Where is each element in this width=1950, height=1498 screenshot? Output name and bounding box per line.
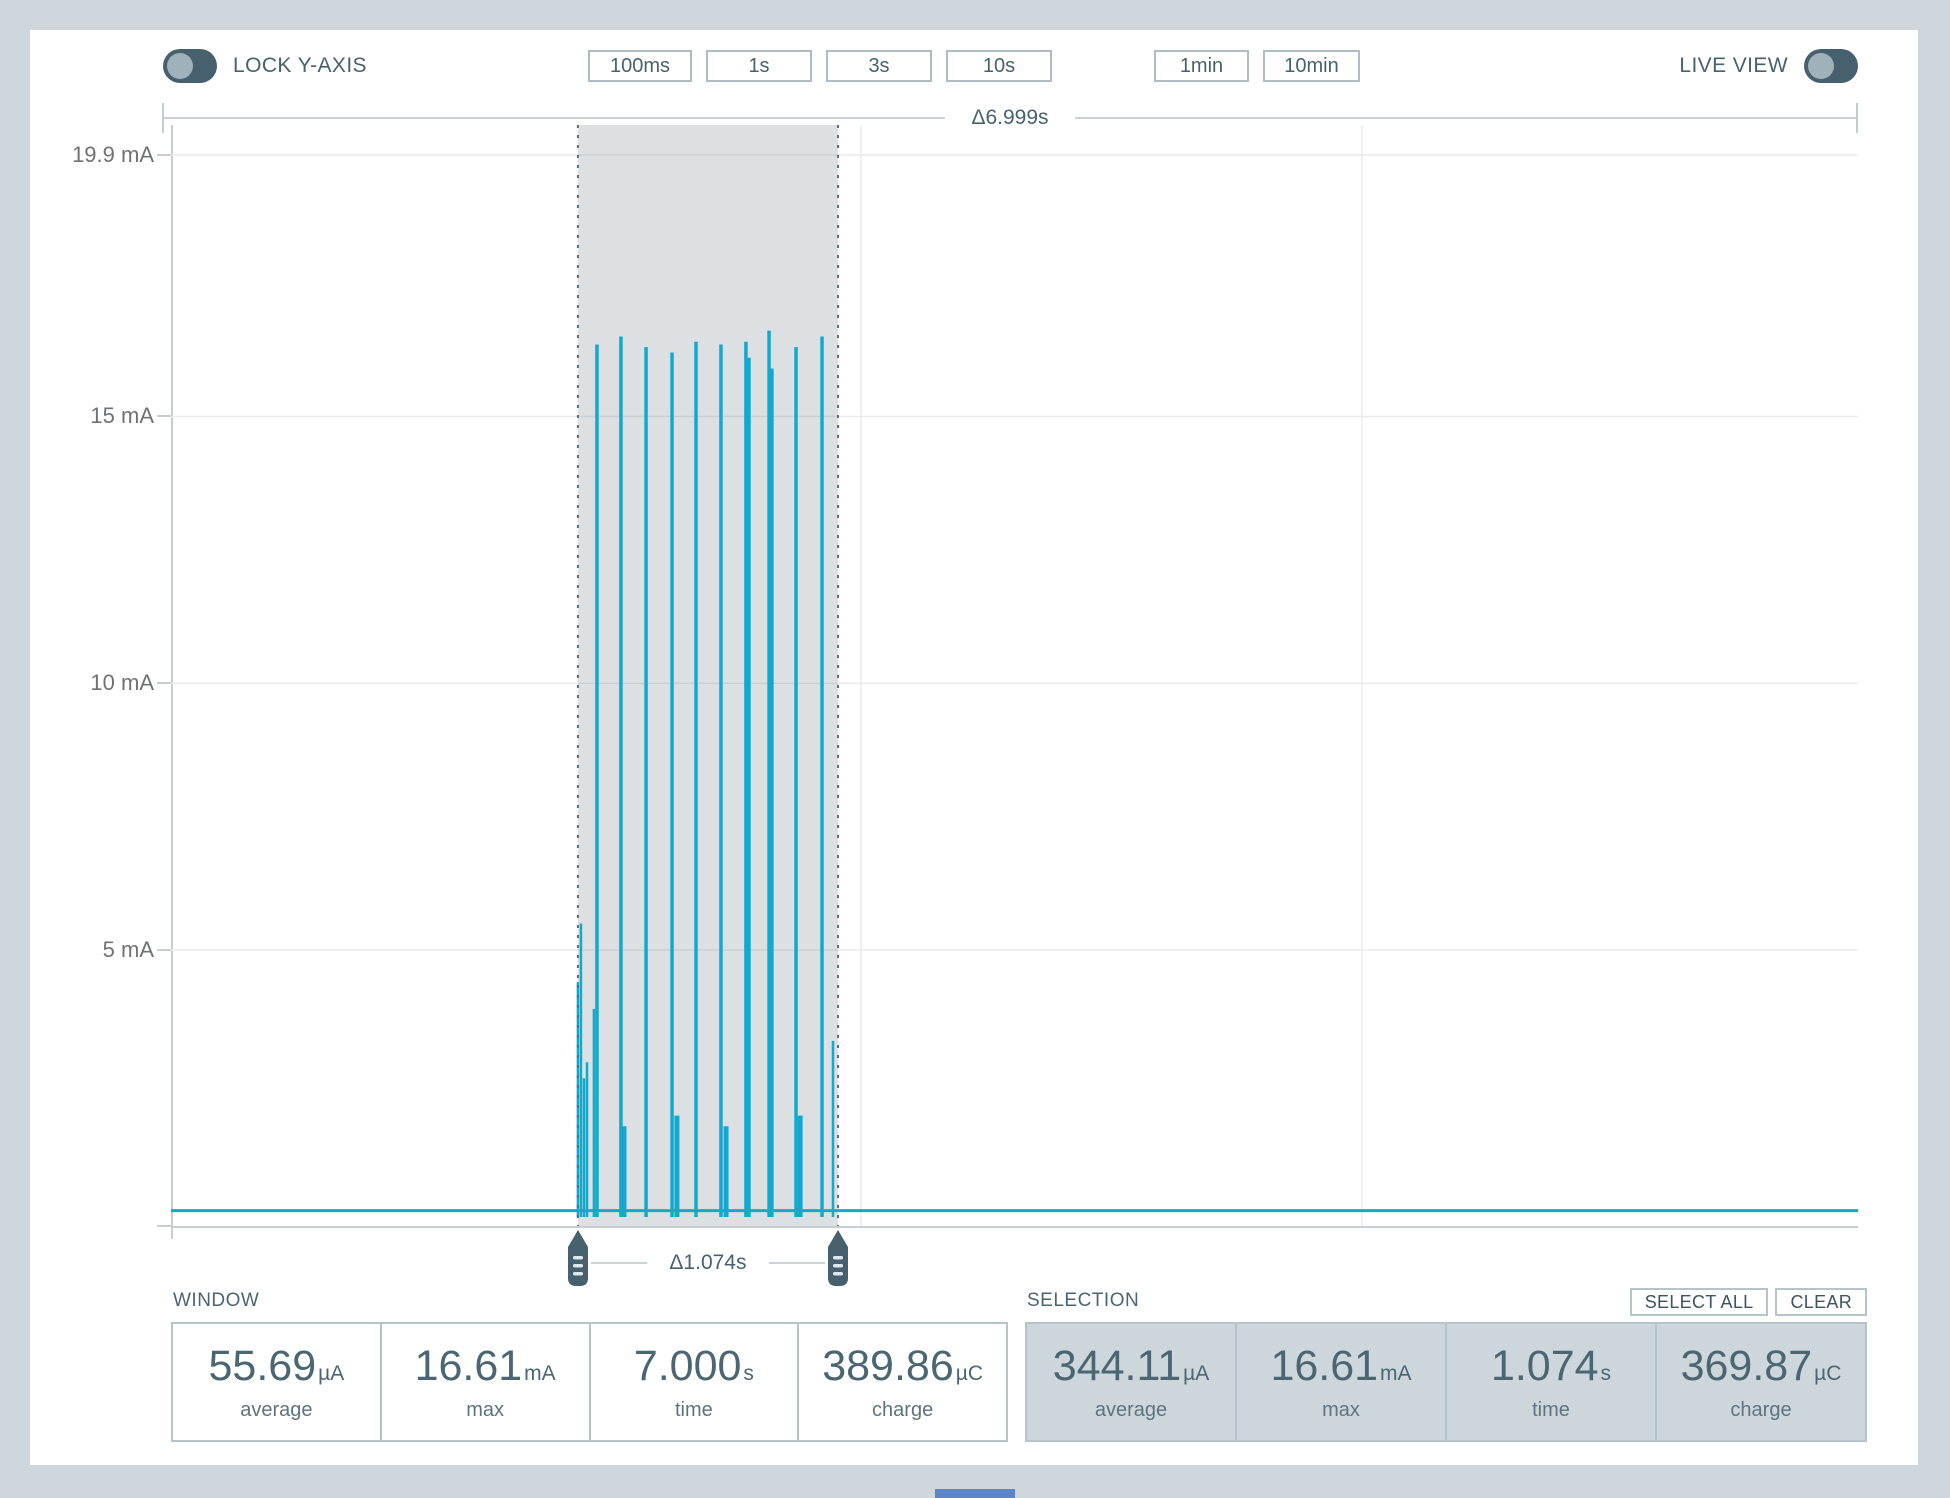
y-axis-tick-label: 15 mA: [90, 403, 154, 429]
stat-cell-max: 16.61 mA max: [1235, 1324, 1445, 1440]
stat-value: 55.69: [208, 1342, 317, 1390]
stat-value: 16.61: [414, 1342, 523, 1390]
y-axis-tick: [157, 949, 171, 952]
stat-value-row: 1.074 s: [1491, 1342, 1611, 1391]
bracket-right-tick: [1856, 103, 1858, 133]
window-delta-bracket: Δ6.999s: [162, 103, 1858, 133]
preset-button-1s[interactable]: 1s: [706, 50, 812, 82]
bracket-line: [768, 1262, 826, 1264]
stat-cell-charge: 389.86 µC charge: [797, 1324, 1006, 1440]
clear-button[interactable]: CLEAR: [1775, 1288, 1867, 1316]
bracket-line: [164, 117, 946, 119]
toggle-knob-icon: [1808, 53, 1834, 79]
stat-label: time: [674, 1399, 713, 1421]
lock-y-axis-label: LOCK Y-AXIS: [233, 54, 367, 77]
selection-delta-bracket: Δ1.074s: [590, 1248, 826, 1278]
stat-unit: µA: [318, 1362, 345, 1385]
selection-actions: SELECT ALL CLEAR: [1629, 1288, 1867, 1316]
y-axis-tick-label: 10 mA: [90, 670, 154, 696]
selection-handle-left[interactable]: [565, 1227, 591, 1289]
stat-cell-max: 16.61 mA max: [379, 1324, 589, 1440]
stat-unit: s: [743, 1362, 754, 1385]
selection-band[interactable]: [577, 125, 839, 1226]
preset-button-10min[interactable]: 10min: [1263, 50, 1360, 82]
stat-value: 7.000: [633, 1342, 742, 1390]
stat-cell-time: 1.074 s time: [1445, 1324, 1655, 1440]
stat-value: 16.61: [1270, 1342, 1379, 1390]
selection-handle-right[interactable]: [825, 1227, 851, 1289]
stat-unit: µC: [1814, 1362, 1842, 1385]
stat-value: 369.87: [1680, 1342, 1813, 1390]
stat-unit: mA: [524, 1362, 556, 1385]
stat-value-row: 7.000 s: [634, 1342, 754, 1391]
y-axis-tick: [157, 415, 171, 418]
time-window-presets: 100ms 1s 3s 10s 1min 10min: [588, 50, 1374, 82]
stat-value-row: 369.87 µC: [1681, 1342, 1842, 1391]
x-axis-line: [171, 1226, 1858, 1228]
stat-value: 389.86: [822, 1342, 954, 1390]
lock-y-axis-toggle[interactable]: [163, 49, 217, 83]
stat-cell-average: 344.11 µA average: [1027, 1324, 1235, 1440]
lock-y-axis-control: LOCK Y-AXIS: [163, 48, 367, 84]
window-stats-box: 55.69 µA average 16.61 mA max 7.000 s time 389.86…: [171, 1322, 1008, 1442]
stat-value: 344.11: [1052, 1342, 1182, 1390]
stat-label: max: [1322, 1399, 1360, 1421]
stat-label: average: [240, 1399, 313, 1421]
stat-unit: µC: [955, 1362, 984, 1385]
selection-delta-label: Δ1.074s: [669, 1251, 747, 1274]
main-panel: LOCK Y-AXIS 100ms 1s 3s 10s 1min 10min LIVE V…: [30, 30, 1918, 1465]
stat-value: 1.074: [1490, 1342, 1599, 1390]
y-axis-line: [171, 125, 173, 1239]
live-view-toggle[interactable]: [1804, 49, 1858, 83]
preset-button-1min[interactable]: 1min: [1154, 50, 1249, 82]
stat-unit: mA: [1380, 1362, 1412, 1385]
window-delta-label: Δ6.999s: [971, 106, 1049, 129]
stat-label: charge: [1730, 1399, 1792, 1421]
bracket-line: [590, 1262, 648, 1264]
stat-value-row: 55.69 µA: [209, 1342, 345, 1391]
stat-label: average: [1094, 1399, 1168, 1421]
live-view-control: LIVE VIEW: [1679, 48, 1858, 84]
bracket-left-tick: [162, 103, 164, 133]
live-view-label: LIVE VIEW: [1679, 54, 1788, 77]
y-axis-tick-label: 19.9 mA: [72, 142, 154, 167]
preset-button-10s[interactable]: 10s: [946, 50, 1052, 82]
select-all-button[interactable]: SELECT ALL: [1629, 1288, 1769, 1316]
stat-cell-average: 55.69 µA average: [173, 1324, 380, 1440]
stat-value-row: 344.11 µA: [1053, 1342, 1209, 1391]
stat-value-row: 16.61 mA: [1270, 1342, 1411, 1391]
y-axis-tick: [157, 154, 171, 156]
bracket-line: [1074, 117, 1856, 119]
y-axis-tick-label: 5 mA: [102, 937, 154, 963]
stat-cell-charge: 369.87 µC charge: [1655, 1324, 1865, 1440]
toggle-knob-icon: [167, 53, 193, 79]
y-axis-tick: [157, 682, 171, 685]
window-stats-title: WINDOW: [173, 1290, 260, 1311]
stat-value-row: 16.61 mA: [415, 1342, 556, 1391]
preset-button-3s[interactable]: 3s: [826, 50, 932, 82]
selection-stats-title: SELECTION: [1027, 1290, 1140, 1311]
stat-unit: µA: [1183, 1362, 1210, 1385]
taskbar-accent-sliver: [935, 1489, 1015, 1498]
stat-unit: s: [1600, 1362, 1612, 1385]
stat-cell-time: 7.000 s time: [588, 1324, 798, 1440]
x-axis-tick: [157, 1225, 171, 1227]
stat-value-row: 389.86 µC: [822, 1342, 983, 1391]
stat-label: max: [466, 1399, 505, 1421]
stat-label: time: [1532, 1399, 1570, 1421]
selection-stats-box: 344.11 µA average 16.61 mA max 1.074 s time 369.8…: [1025, 1322, 1867, 1442]
current-trace-chart[interactable]: [171, 125, 1858, 1226]
stat-label: charge: [872, 1399, 934, 1421]
preset-button-100ms[interactable]: 100ms: [588, 50, 692, 82]
